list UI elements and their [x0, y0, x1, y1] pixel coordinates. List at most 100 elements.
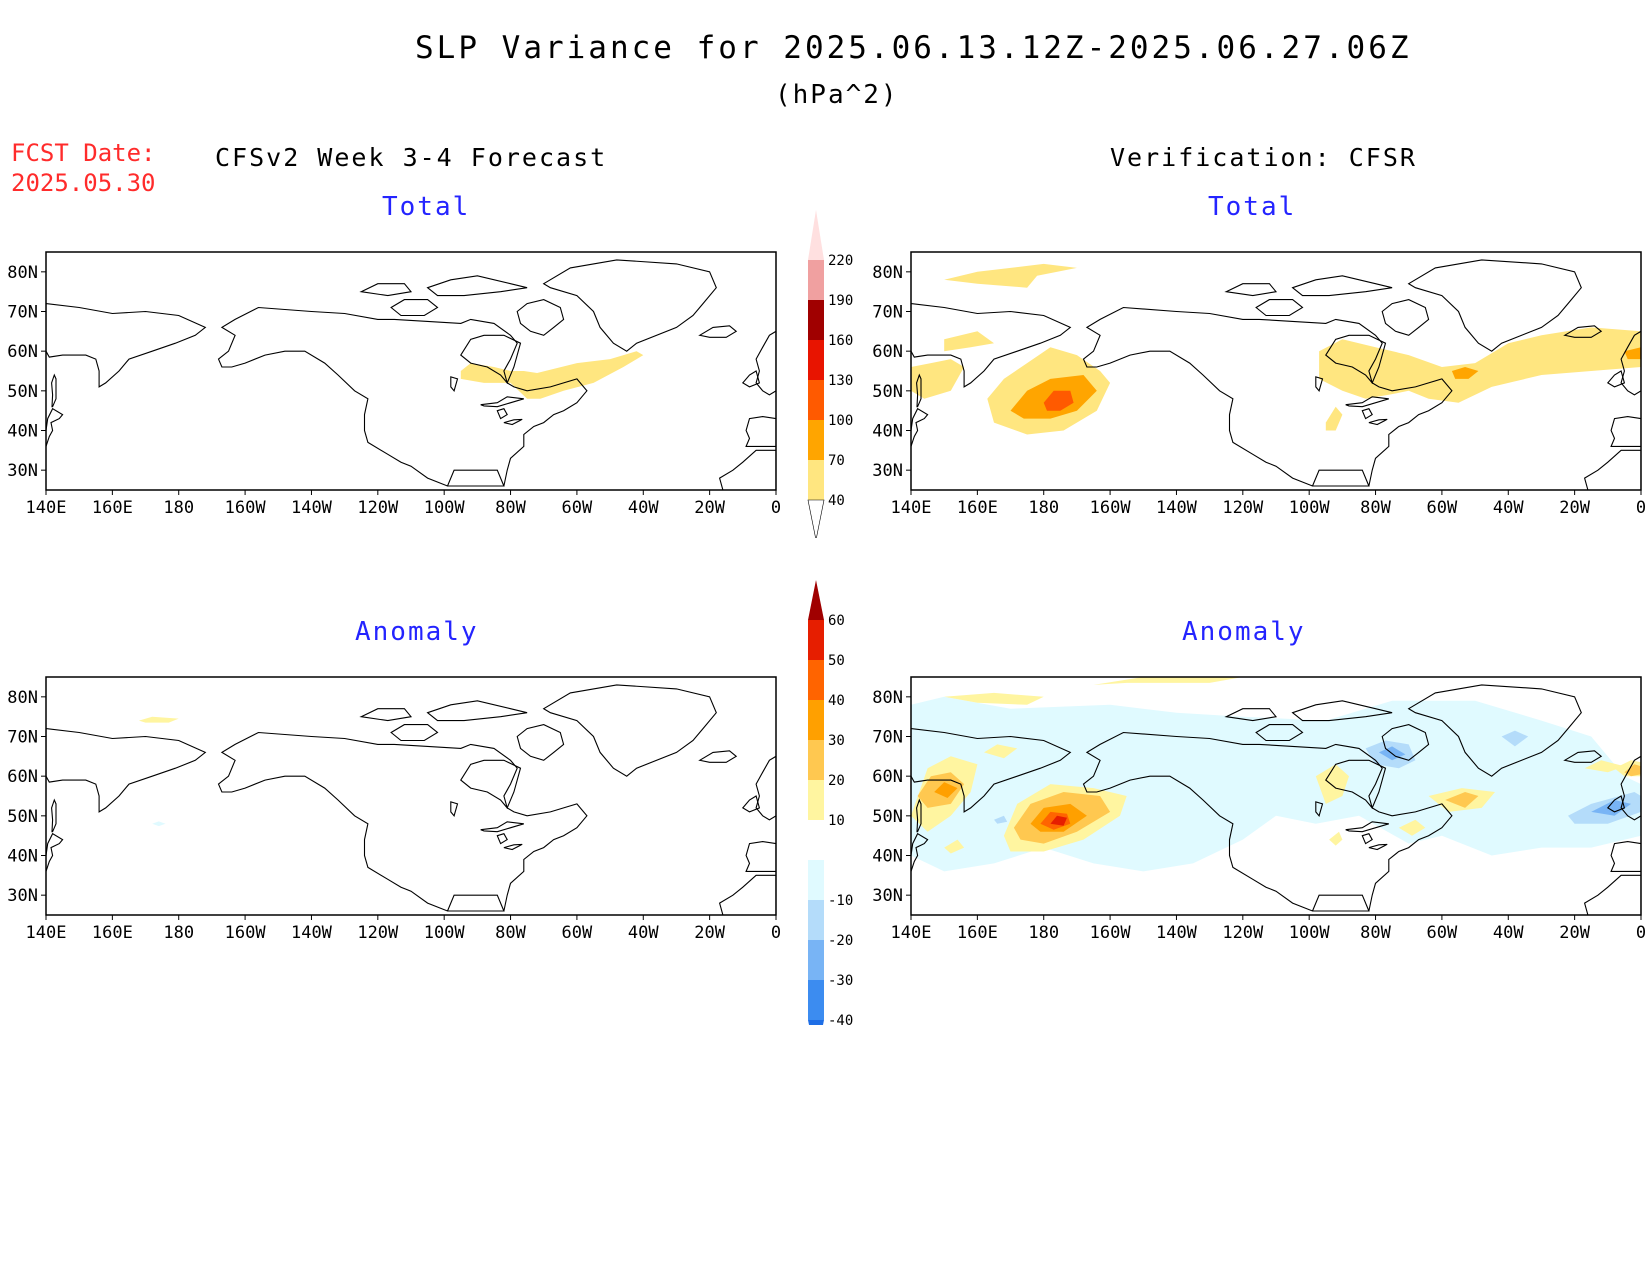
- great-lakes-outline: [503, 843, 523, 851]
- lat-tick-label: 70N: [872, 728, 903, 748]
- lon-tick-label: 80W: [495, 923, 526, 943]
- hudson-bay-coastline: [460, 334, 522, 384]
- lat-tick-label: 30N: [872, 461, 903, 481]
- contour-region: [944, 263, 1077, 288]
- lon-tick-label: 140E: [891, 923, 932, 943]
- contour-region: [1319, 327, 1641, 403]
- lon-tick-label: 100W: [424, 923, 466, 943]
- colorbar-segment: [808, 420, 824, 460]
- colorbar-label: 190: [828, 293, 853, 309]
- colorbar-bottom-arrow: [808, 1020, 824, 1025]
- coastline: [1291, 275, 1393, 297]
- coastline: [359, 708, 413, 722]
- coastline: [741, 795, 761, 813]
- coastline: [718, 874, 776, 915]
- great-lakes-outline: [1315, 801, 1324, 817]
- coastline: [1610, 416, 1641, 447]
- contour-region: [1398, 819, 1426, 836]
- lat-tick-label: 50N: [872, 807, 903, 827]
- coastline: [911, 832, 929, 873]
- lon-tick-label: 120W: [357, 923, 399, 943]
- map-frame: [45, 251, 777, 491]
- verification-column-title: Verification: CFSR: [1110, 143, 1417, 172]
- contour-region: [984, 744, 1018, 759]
- coastline: [426, 700, 528, 722]
- fcst-date-label: FCST Date: 2025.05.30: [11, 138, 156, 198]
- coastline: [745, 416, 776, 447]
- page-title: SLP Variance for 2025.06.13.12Z-2025.06.…: [415, 30, 1412, 66]
- colorbar-segment: [808, 940, 824, 980]
- units-label: (hPa^2): [775, 80, 899, 110]
- lon-tick-label: 160W: [1090, 498, 1132, 518]
- contour-region: [1050, 815, 1067, 826]
- coastline: [1583, 874, 1641, 915]
- contour-region: [1445, 792, 1479, 808]
- coastline: [916, 798, 922, 833]
- lat-tick-label: 40N: [872, 422, 903, 442]
- colorbar-label: 100: [828, 413, 853, 429]
- lat-tick-label: 50N: [7, 807, 38, 827]
- colorbar-segment: [808, 260, 824, 300]
- coastline: [46, 303, 207, 388]
- colorbar-label: 30: [828, 733, 845, 749]
- coastline: [390, 299, 439, 317]
- map-frame: [910, 676, 1642, 916]
- map-background: [46, 252, 776, 490]
- coastline: [390, 724, 439, 742]
- contour-region: [152, 821, 166, 827]
- colorbar-segment: [808, 740, 824, 780]
- lon-tick-label: 120W: [1222, 923, 1264, 943]
- lon-tick-label: 40W: [1493, 498, 1524, 518]
- lat-tick-label: 80N: [872, 688, 903, 708]
- great-lakes-outline: [1361, 408, 1373, 420]
- lon-tick-label: 140E: [26, 923, 67, 943]
- lon-tick-label: 140W: [291, 498, 333, 518]
- lat-tick-label: 30N: [872, 886, 903, 906]
- colorbar-segment: [808, 900, 824, 940]
- colorbar-label: -10: [828, 893, 853, 909]
- colorbar-segment: [808, 460, 824, 500]
- colorbar-segment: [808, 980, 824, 1020]
- coastline: [46, 832, 64, 873]
- lat-tick-label: 80N: [7, 263, 38, 283]
- great-lakes-outline: [1315, 376, 1324, 392]
- great-lakes-outline: [480, 821, 524, 833]
- lon-tick-label: 140E: [26, 498, 67, 518]
- great-lakes-outline: [496, 833, 508, 845]
- fcst-date-value: 2025.05.30: [11, 169, 156, 197]
- lon-tick-label: 60W: [562, 923, 593, 943]
- contour-region: [934, 782, 958, 798]
- colorbar-label: 40: [828, 693, 845, 709]
- coastline: [1291, 700, 1393, 722]
- great-lakes-outline: [1361, 833, 1373, 845]
- great-lakes-outline: [450, 376, 459, 392]
- lon-tick-label: 0: [771, 498, 781, 518]
- map-panel-forecast-anomaly: 140E 160E 180 160W 140W 120W 100W 80W 60W 40W 20W 0…: [7, 676, 781, 943]
- lon-tick-label: 20W: [1559, 923, 1590, 943]
- great-lakes-outline: [503, 418, 523, 426]
- contour-region: [911, 359, 965, 399]
- lat-tick-label: 50N: [7, 382, 38, 402]
- lon-tick-label: 100W: [424, 498, 466, 518]
- lon-tick-label: 180: [163, 923, 194, 943]
- contour-region: [1591, 800, 1631, 816]
- contour-region: [1043, 390, 1074, 411]
- lat-tick-label: 30N: [7, 461, 38, 481]
- lon-tick-label: 60W: [562, 498, 593, 518]
- map-background: [46, 677, 776, 915]
- coastline: [1583, 449, 1641, 490]
- lon-tick-label: 0: [771, 923, 781, 943]
- colorbar-label: -40: [828, 1013, 853, 1025]
- lon-tick-label: 120W: [1222, 498, 1264, 518]
- coastline: [1224, 283, 1278, 297]
- colorbar-segment: [808, 820, 824, 860]
- great-lakes-outline: [496, 408, 508, 420]
- lon-tick-label: 180: [1028, 923, 1059, 943]
- lon-tick-label: 160E: [92, 923, 133, 943]
- contour-region: [1584, 760, 1625, 773]
- lon-tick-label: 140W: [291, 923, 333, 943]
- colorbar-label: 20: [828, 773, 845, 789]
- lon-tick-label: 60W: [1427, 923, 1458, 943]
- great-lakes-outline: [1368, 418, 1388, 426]
- coastline: [1563, 325, 1603, 338]
